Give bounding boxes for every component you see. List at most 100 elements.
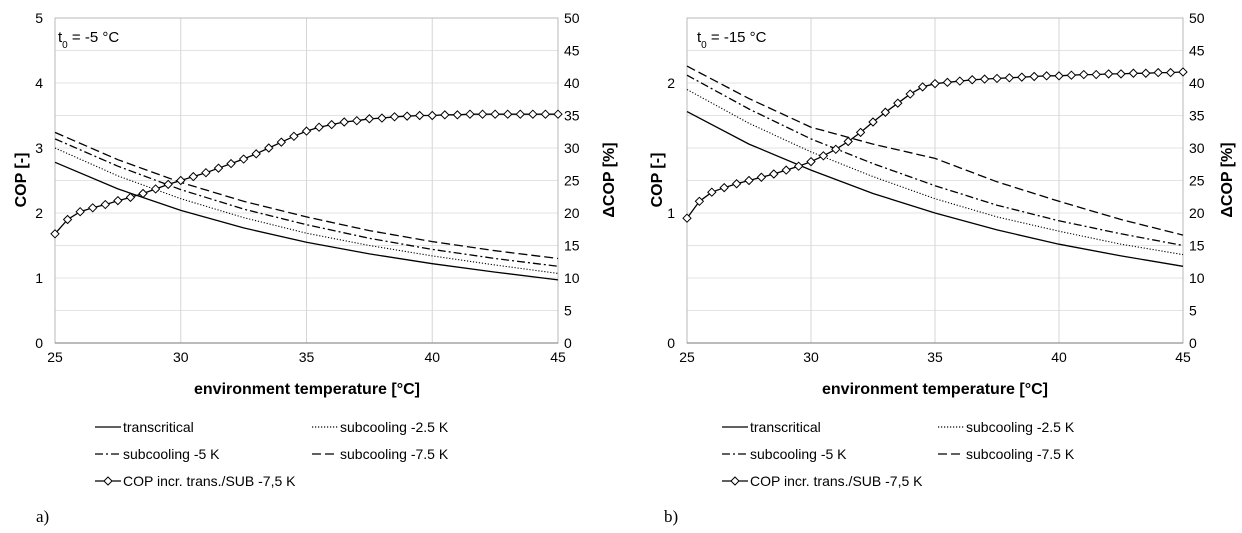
data-point-marker bbox=[289, 131, 299, 142]
series-line-1 bbox=[54, 147, 559, 274]
data-point-marker bbox=[1004, 73, 1015, 83]
data-point-marker bbox=[1041, 71, 1052, 81]
y2-tick-label: 25 bbox=[1189, 173, 1205, 189]
data-point-marker bbox=[125, 192, 136, 203]
data-point-marker bbox=[264, 143, 274, 153]
series-line-1 bbox=[686, 89, 1184, 256]
data-point-marker bbox=[707, 187, 717, 197]
y2-tick-label: 20 bbox=[1189, 205, 1205, 221]
chart-b-annotation: t0 = -15 °C bbox=[697, 29, 767, 51]
y-tick-label: 5 bbox=[35, 10, 43, 26]
y2-tick-label: 40 bbox=[1189, 75, 1205, 91]
y2-tick-label: 25 bbox=[564, 173, 580, 189]
chart-a-x-axis-label: environment temperature [°C] bbox=[194, 381, 420, 398]
chart-a-plot-area bbox=[50, 109, 563, 281]
data-point-marker bbox=[238, 154, 249, 164]
data-point-marker bbox=[769, 169, 779, 179]
data-point-marker bbox=[427, 110, 437, 121]
chart-a-legend: transcritical subcooling -2.5 K subcooling… bbox=[95, 419, 449, 489]
legend-label: transcritical bbox=[750, 419, 821, 435]
chart-a-y-axis-label: COP [-] bbox=[13, 153, 30, 208]
y2-tick-label: 50 bbox=[1189, 10, 1205, 26]
series-line-3 bbox=[686, 65, 1184, 236]
legend-label: subcooling -5 K bbox=[750, 446, 847, 462]
y2-tick-label: 45 bbox=[1189, 43, 1205, 59]
y2-tick-label: 45 bbox=[564, 43, 580, 59]
data-point-marker bbox=[138, 188, 148, 199]
data-point-marker bbox=[942, 77, 953, 88]
y2-tick-label: 0 bbox=[1189, 335, 1197, 351]
data-point-marker bbox=[793, 161, 804, 171]
y2-tick-label: 35 bbox=[1189, 108, 1205, 124]
data-point-marker bbox=[364, 114, 375, 124]
x-tick-label: 45 bbox=[550, 349, 566, 365]
legend-label: subcooling -5 K bbox=[123, 446, 220, 462]
data-point-marker bbox=[477, 109, 488, 119]
chart-b-panel-label: b) bbox=[664, 507, 678, 526]
y-tick-label: 3 bbox=[35, 140, 43, 156]
data-point-marker bbox=[1141, 68, 1151, 78]
x-tick-label: 40 bbox=[1051, 349, 1067, 365]
legend-diamond-marker bbox=[730, 476, 740, 486]
data-point-marker bbox=[955, 76, 965, 86]
y-tick-label: 2 bbox=[35, 205, 43, 221]
data-point-marker bbox=[113, 195, 123, 206]
data-point-marker bbox=[756, 172, 767, 182]
data-point-marker bbox=[843, 136, 853, 147]
data-point-marker bbox=[176, 175, 186, 186]
data-point-marker bbox=[806, 156, 816, 167]
data-point-marker bbox=[188, 171, 199, 182]
y-tick-label: 2 bbox=[667, 75, 675, 91]
chart-b-y-axis-label: COP [-] bbox=[649, 153, 666, 208]
data-point-marker bbox=[100, 199, 111, 210]
data-point-marker bbox=[1153, 67, 1163, 78]
data-point-marker bbox=[1178, 67, 1188, 77]
x-tick-label: 35 bbox=[927, 349, 943, 365]
x-tick-label: 35 bbox=[299, 349, 315, 365]
series-line-0 bbox=[686, 111, 1184, 267]
data-point-marker bbox=[868, 117, 878, 127]
data-point-marker bbox=[1066, 70, 1077, 80]
data-point-marker bbox=[1079, 69, 1089, 80]
data-point-marker bbox=[979, 74, 990, 84]
legend-label: subcooling -7.5 K bbox=[966, 446, 1075, 462]
data-point-marker bbox=[150, 184, 161, 194]
data-point-marker bbox=[62, 214, 73, 225]
chart-b-plot-area bbox=[682, 65, 1188, 267]
chart-b-legend: transcritical subcooling -2.5 K subcooling… bbox=[722, 419, 1075, 489]
data-point-marker bbox=[465, 109, 475, 119]
chart-a-panel-label: a) bbox=[36, 507, 49, 526]
data-point-marker bbox=[905, 89, 915, 99]
data-point-marker bbox=[440, 110, 450, 120]
y2-tick-label: 20 bbox=[564, 205, 580, 221]
series-line-3 bbox=[54, 131, 559, 260]
data-point-marker bbox=[314, 122, 324, 132]
data-point-marker bbox=[50, 229, 60, 239]
y2-tick-label: 10 bbox=[1189, 270, 1205, 286]
data-point-marker bbox=[402, 111, 412, 121]
data-point-marker bbox=[744, 175, 754, 186]
data-point-marker bbox=[1165, 67, 1176, 78]
y2-tick-label: 30 bbox=[564, 140, 580, 156]
data-point-marker bbox=[326, 119, 337, 130]
y2-tick-label: 5 bbox=[1189, 303, 1197, 319]
data-point-marker bbox=[930, 78, 940, 89]
data-point-marker bbox=[1029, 71, 1039, 82]
x-tick-label: 30 bbox=[803, 349, 819, 365]
y-tick-label: 1 bbox=[667, 205, 675, 221]
y2-tick-label: 5 bbox=[564, 303, 572, 319]
data-point-marker bbox=[389, 112, 400, 122]
series-line-0 bbox=[54, 161, 559, 281]
data-point-marker bbox=[1128, 68, 1139, 78]
data-point-marker bbox=[226, 158, 236, 169]
data-point-marker bbox=[251, 149, 261, 159]
y-tick-label: 1 bbox=[35, 270, 43, 286]
legend-label: COP incr. trans./SUB -7,5 K bbox=[750, 473, 923, 489]
data-point-marker bbox=[781, 165, 791, 175]
chart-b-y2-axis-label: ΔCOP [%] bbox=[1219, 142, 1236, 217]
chart-a-annotation: t0 = -5 °C bbox=[58, 29, 119, 51]
data-point-marker bbox=[694, 196, 705, 207]
